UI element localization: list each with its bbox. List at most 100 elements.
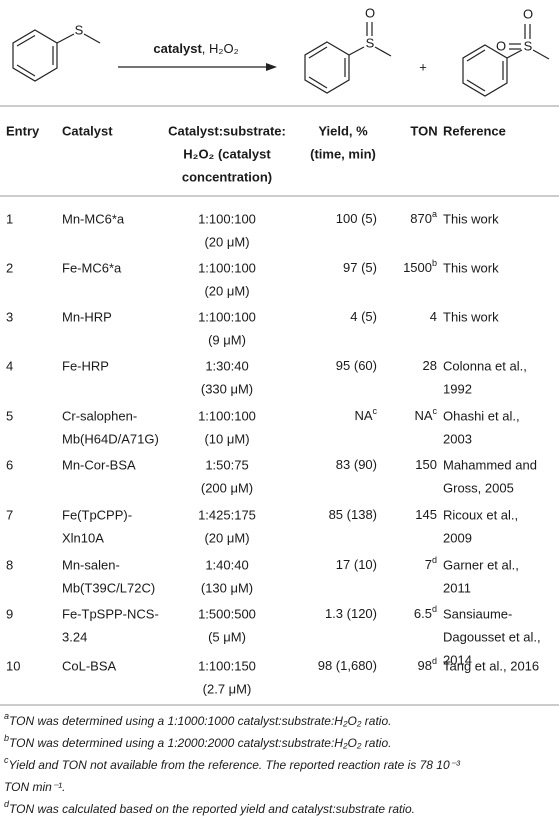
atom-label: S <box>75 22 84 37</box>
entry-number: 10 <box>6 658 20 673</box>
yield: 1.3 (120) <box>325 606 377 621</box>
ratio: 1:40:40 <box>205 557 248 572</box>
ton-value: 4 <box>430 309 437 324</box>
ton-value: 7 <box>425 557 432 572</box>
ratio: 1:100:100 <box>198 408 256 423</box>
ton-value: NA <box>414 408 432 423</box>
reference: Sansiaume- <box>443 606 512 621</box>
ratio: 1:500:500 <box>198 606 256 621</box>
ring-bond <box>308 46 328 59</box>
column-header: Yield, % <box>318 123 368 138</box>
reaction-scheme: S catalyst, H₂O₂ S O + S O O <box>12 5 550 97</box>
column-header: Catalyst <box>62 123 113 138</box>
ratio: (330 μM) <box>201 381 253 396</box>
ratio: (20 μM) <box>204 234 249 249</box>
column-header: concentration) <box>182 169 272 184</box>
catalyst: CoL-BSA <box>62 658 117 673</box>
ton: 150 <box>415 457 437 472</box>
yield: 4 (5) <box>350 309 377 324</box>
ton-value: 870 <box>410 211 432 226</box>
ton: 28 <box>423 358 437 373</box>
ratio: (9 μM) <box>208 332 246 347</box>
ton-value: 150 <box>415 457 437 472</box>
ratio: (2.7 μM) <box>203 681 252 696</box>
catalyst: Mn-MC6*a <box>62 211 125 226</box>
ratio: (5 μM) <box>208 629 246 644</box>
footnote: bTON was determined using a 1:2000:2000 … <box>4 733 391 750</box>
reference: Dagousset et al., <box>443 629 541 644</box>
ton: 145 <box>415 507 437 522</box>
footnote-text: TON min⁻¹. <box>4 780 65 794</box>
bond <box>532 49 550 60</box>
footnote: cYield and TON not available from the re… <box>4 755 461 772</box>
ring-bond <box>466 49 486 62</box>
catalyst: Mb(H64D/A71G) <box>62 431 159 446</box>
column-header: TON <box>410 123 437 138</box>
footnote-mark: a <box>432 209 437 219</box>
entry-number: 6 <box>6 457 13 472</box>
ton: 1500b <box>403 258 437 275</box>
yield-value: 95 (60) <box>336 358 377 373</box>
catalyst: Mn-Cor-BSA <box>62 457 136 472</box>
bond <box>56 33 75 44</box>
yield-value: 98 (1,680) <box>318 658 377 673</box>
entry-number: 3 <box>6 309 13 324</box>
entry-number: 4 <box>6 358 13 373</box>
ring-bond <box>16 64 36 77</box>
catalyst: Fe(TpCPP)- <box>62 507 132 522</box>
reference: Mahammed and <box>443 457 537 472</box>
ton-value: 98 <box>418 658 432 673</box>
ton: 98d <box>418 656 437 673</box>
footnote: dTON was calculated based on the reporte… <box>4 799 415 816</box>
ratio: (20 μM) <box>204 283 249 298</box>
footnote: TON min⁻¹. <box>4 780 65 794</box>
yield-value: 4 (5) <box>350 309 377 324</box>
footnote-mark: c <box>4 755 9 765</box>
entry-number: 8 <box>6 557 13 572</box>
ring-bond <box>466 79 486 92</box>
entry-number: 1 <box>6 211 13 226</box>
ratio: 1:100:100 <box>198 309 256 324</box>
atom-label: S <box>524 38 533 53</box>
arrow-head <box>266 63 277 71</box>
ratio: 1:100:150 <box>198 658 256 673</box>
ton: 7d <box>425 555 437 572</box>
catalyst: Cr-salophen- <box>62 408 137 423</box>
atom-label: O <box>496 38 506 53</box>
footnote-mark: b <box>4 733 9 743</box>
yield-value: 100 (5) <box>336 211 377 226</box>
plus-sign: + <box>419 59 427 74</box>
atom-label: S <box>366 35 375 50</box>
yield-value: 1.3 (120) <box>325 606 377 621</box>
reference: Garner et al., <box>443 557 519 572</box>
reference: 2014 <box>443 652 472 667</box>
ton: NAc <box>414 406 437 423</box>
reference: Ohashi et al., <box>443 408 520 423</box>
footnote-mark: c <box>373 406 378 416</box>
reference: This work <box>443 260 499 275</box>
reagents: catalyst, H₂O₂ <box>153 41 238 56</box>
footnote-mark: d <box>432 555 437 565</box>
catalyst: 3.24 <box>62 629 87 644</box>
reference: Gross, 2005 <box>443 480 514 495</box>
footnote-mark: b <box>432 258 437 268</box>
ratio: 1:100:100 <box>198 260 256 275</box>
entry-number: 2 <box>6 260 13 275</box>
ring-bond <box>16 34 36 47</box>
benzene-ring <box>304 41 350 94</box>
ratio: 1:30:40 <box>205 358 248 373</box>
atom-label: O <box>365 5 375 20</box>
bond <box>348 46 365 56</box>
ratio: (130 μM) <box>201 580 253 595</box>
yield: 83 (90) <box>336 457 377 472</box>
bond <box>374 46 392 57</box>
yield: 100 (5) <box>336 211 377 226</box>
column-header: Reference <box>443 123 506 138</box>
atom-label: O <box>523 6 533 21</box>
ratio: (10 μM) <box>204 431 249 446</box>
catalyst: Fe-MC6*a <box>62 260 122 275</box>
ratio: 1:425:175 <box>198 507 256 522</box>
yield-value: 83 (90) <box>336 457 377 472</box>
reference: Tang et al., 2016 <box>443 658 539 673</box>
